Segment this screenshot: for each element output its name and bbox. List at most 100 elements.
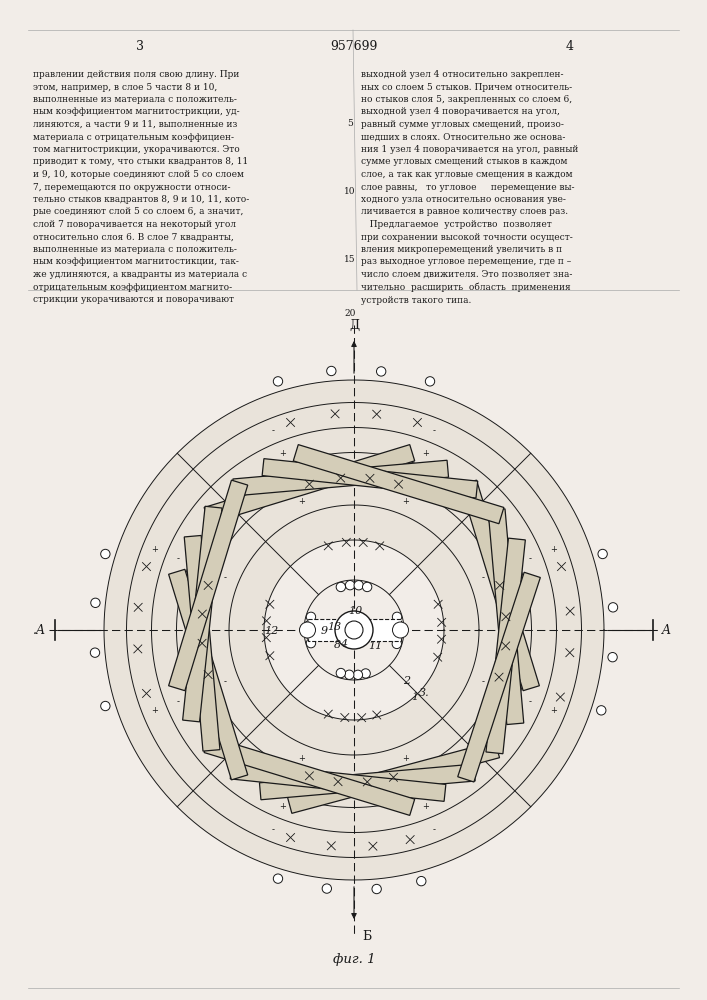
Text: +: + [422, 449, 428, 458]
Bar [308, 619, 400, 641]
Circle shape [335, 611, 373, 649]
Text: +: + [422, 802, 428, 811]
Text: -: - [291, 473, 293, 482]
Polygon shape [259, 764, 475, 800]
Polygon shape [246, 478, 462, 542]
Text: 9: 9 [320, 626, 327, 636]
Polygon shape [233, 460, 448, 496]
Polygon shape [293, 445, 504, 524]
Polygon shape [266, 505, 443, 566]
Circle shape [90, 598, 100, 607]
Text: правлении действия поля свою длину. При
этом, например, в слое 5 части 8 и 10,
в: правлении действия поля свою длину. При … [33, 70, 250, 304]
Polygon shape [443, 522, 506, 738]
Polygon shape [460, 480, 539, 691]
Circle shape [394, 630, 404, 639]
Text: -: - [414, 473, 417, 482]
Polygon shape [462, 504, 532, 756]
Text: фиг. 1: фиг. 1 [333, 954, 375, 966]
Circle shape [392, 622, 409, 638]
Polygon shape [193, 773, 515, 857]
Circle shape [345, 621, 363, 639]
Circle shape [306, 638, 315, 648]
Circle shape [354, 581, 363, 590]
Text: +: + [298, 754, 305, 763]
Text: 13: 13 [327, 622, 341, 633]
Text: 957699: 957699 [330, 39, 378, 52]
Text: Б: Б [362, 930, 371, 943]
Text: +: + [197, 564, 204, 573]
Text: -: - [224, 574, 227, 583]
Text: -: - [272, 426, 275, 435]
Text: 20: 20 [344, 308, 356, 318]
Text: Д: Д [349, 319, 359, 332]
Text: -: - [529, 697, 532, 706]
Text: 1: 1 [411, 692, 419, 702]
Polygon shape [486, 538, 525, 754]
Polygon shape [229, 542, 291, 718]
Text: 10: 10 [348, 606, 363, 616]
Polygon shape [168, 569, 247, 780]
Circle shape [354, 670, 363, 680]
Text: +: + [279, 802, 286, 811]
Text: 11: 11 [368, 641, 382, 651]
Polygon shape [515, 453, 604, 807]
Text: +: + [550, 706, 557, 715]
Polygon shape [479, 487, 556, 773]
Polygon shape [204, 736, 415, 815]
Circle shape [100, 549, 110, 559]
Text: 3: 3 [136, 39, 144, 52]
Polygon shape [201, 522, 266, 738]
Text: +: + [151, 545, 158, 554]
Circle shape [608, 603, 618, 612]
Circle shape [305, 629, 314, 639]
Circle shape [363, 582, 372, 592]
Text: -: - [433, 426, 436, 435]
Polygon shape [488, 509, 524, 725]
Text: 2: 2 [403, 676, 410, 686]
Circle shape [608, 653, 617, 662]
Text: +: + [402, 497, 409, 506]
Circle shape [100, 701, 110, 711]
Polygon shape [127, 469, 211, 791]
Text: 8: 8 [334, 640, 341, 650]
Text: .A: .A [33, 624, 46, 637]
Text: -: - [433, 825, 436, 834]
Polygon shape [168, 480, 247, 691]
Polygon shape [204, 445, 415, 524]
Circle shape [90, 648, 100, 657]
Text: +: + [279, 449, 286, 458]
Circle shape [305, 621, 314, 630]
Text: -: - [176, 697, 180, 706]
Circle shape [336, 668, 346, 678]
Text: -: - [291, 778, 293, 787]
Circle shape [426, 377, 435, 386]
Polygon shape [193, 403, 515, 487]
Text: 15: 15 [344, 254, 356, 263]
Polygon shape [266, 694, 443, 755]
Polygon shape [228, 453, 479, 522]
Text: -: - [272, 825, 275, 834]
Circle shape [322, 884, 332, 893]
Circle shape [395, 621, 404, 631]
Polygon shape [182, 506, 222, 722]
Text: +: + [197, 687, 204, 696]
Text: 12: 12 [264, 626, 279, 636]
Polygon shape [262, 459, 478, 498]
Text: 4: 4 [341, 639, 348, 649]
Circle shape [274, 377, 283, 386]
Polygon shape [211, 428, 497, 504]
Polygon shape [418, 542, 479, 718]
Text: -: - [481, 574, 484, 583]
Text: +: + [503, 564, 510, 573]
Circle shape [598, 549, 607, 559]
Polygon shape [177, 504, 246, 756]
Text: +: + [151, 706, 158, 715]
Circle shape [361, 669, 370, 678]
Text: -: - [529, 554, 532, 563]
Circle shape [392, 639, 402, 649]
Circle shape [274, 874, 283, 883]
Circle shape [392, 612, 402, 622]
Circle shape [336, 582, 346, 592]
Circle shape [306, 612, 315, 622]
Text: A: A [662, 624, 671, 637]
